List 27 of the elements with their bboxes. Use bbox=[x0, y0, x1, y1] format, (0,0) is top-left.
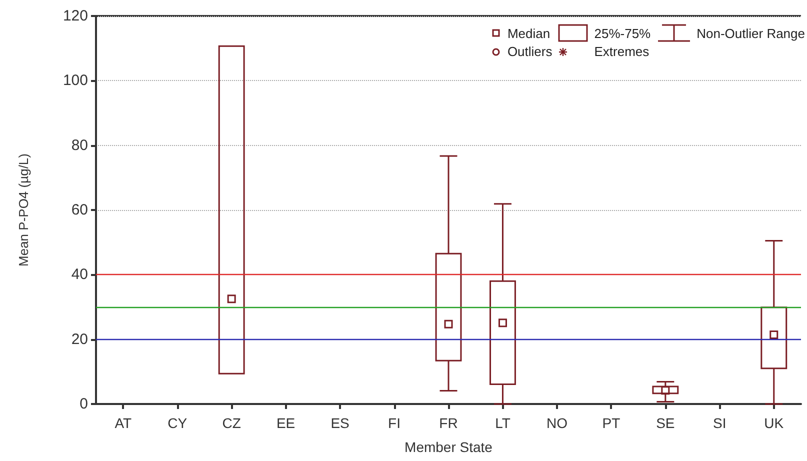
x-tick-label: EE bbox=[276, 415, 296, 431]
y-tick-label: 60 bbox=[71, 202, 88, 218]
x-tick-label: SE bbox=[656, 415, 675, 431]
x-tick-label: SI bbox=[713, 415, 726, 431]
x-tick-label: UK bbox=[764, 415, 784, 431]
y-tick-label: 80 bbox=[71, 136, 88, 154]
annotation: Extremes bbox=[594, 44, 650, 59]
annotation: Median bbox=[507, 26, 552, 40]
x-tick-label: CY bbox=[168, 415, 188, 431]
x-tick-label: NO bbox=[546, 415, 568, 431]
annotation: 25%-75% bbox=[594, 26, 651, 40]
x-tick-label: AT bbox=[114, 415, 132, 431]
y-tick-label: 120 bbox=[62, 8, 88, 24]
annotation: Outliers bbox=[507, 44, 552, 59]
y-tick-label: 100 bbox=[62, 72, 88, 90]
y-tick-label: 20 bbox=[71, 330, 88, 348]
x-tick-label: ES bbox=[330, 415, 350, 431]
x-tick-label: CZ bbox=[222, 415, 242, 431]
x-tick-label: FR bbox=[439, 415, 458, 431]
annotation: Non-Outlier Range bbox=[696, 26, 805, 40]
x-axis-title: Member State bbox=[404, 439, 493, 455]
x-tick-label: PT bbox=[602, 415, 621, 431]
y-tick-label: 0 bbox=[80, 396, 88, 412]
x-tick-label: LT bbox=[495, 415, 511, 431]
x-tick-label: FI bbox=[388, 415, 400, 431]
y-axis-title: Mean P-PO4 (µg/L) bbox=[16, 154, 31, 266]
y-tick-label: 40 bbox=[71, 266, 88, 284]
